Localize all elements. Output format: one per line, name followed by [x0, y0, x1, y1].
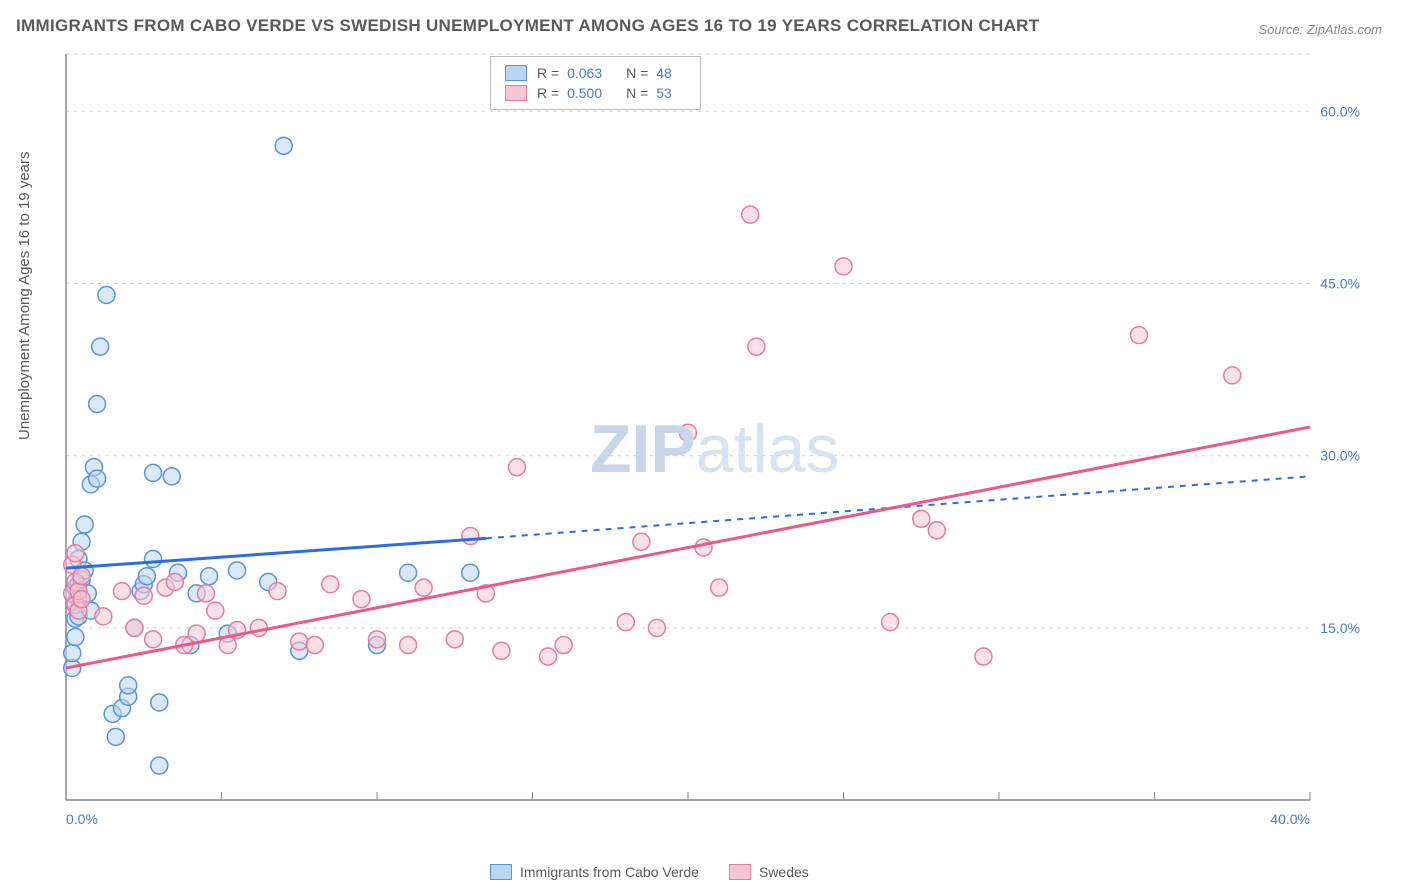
svg-text:0.0%: 0.0% [66, 811, 98, 827]
legend-swatch [490, 864, 512, 880]
svg-text:15.0%: 15.0% [1320, 620, 1360, 636]
svg-text:30.0%: 30.0% [1320, 448, 1360, 464]
svg-text:60.0%: 60.0% [1320, 103, 1360, 119]
chart-area: 0.0% 40.0% 15.0% 30.0% 45.0% 60.0% [60, 50, 1370, 840]
r-label: R = 0.063 [537, 65, 616, 81]
series-legend: Immigrants from Cabo Verde Swedes [490, 864, 809, 880]
legend-series-item: Swedes [729, 864, 809, 880]
legend-series-item: Immigrants from Cabo Verde [490, 864, 699, 880]
legend-swatch [505, 65, 527, 81]
legend-series-label: Swedes [759, 864, 809, 880]
svg-text:45.0%: 45.0% [1320, 276, 1360, 292]
legend-swatch [505, 85, 527, 101]
r-label: R = 0.500 [537, 85, 616, 101]
svg-text:40.0%: 40.0% [1270, 811, 1310, 827]
correlation-legend: R = 0.063 N = 48 R = 0.500 N = 53 [490, 56, 701, 110]
legend-series-label: Immigrants from Cabo Verde [520, 864, 699, 880]
legend-swatch [729, 864, 751, 880]
n-label: N = 48 [626, 65, 686, 81]
scatter-plot-svg: 0.0% 40.0% 15.0% 30.0% 45.0% 60.0% [60, 50, 1370, 840]
chart-title: IMMIGRANTS FROM CABO VERDE VS SWEDISH UN… [16, 16, 1039, 36]
legend-correlation-row: R = 0.063 N = 48 [505, 63, 686, 83]
legend-correlation-row: R = 0.500 N = 53 [505, 83, 686, 103]
source-label: Source: ZipAtlas.com [1258, 22, 1382, 37]
y-axis-label: Unemployment Among Ages 16 to 19 years [16, 151, 33, 440]
n-label: N = 53 [626, 85, 686, 101]
